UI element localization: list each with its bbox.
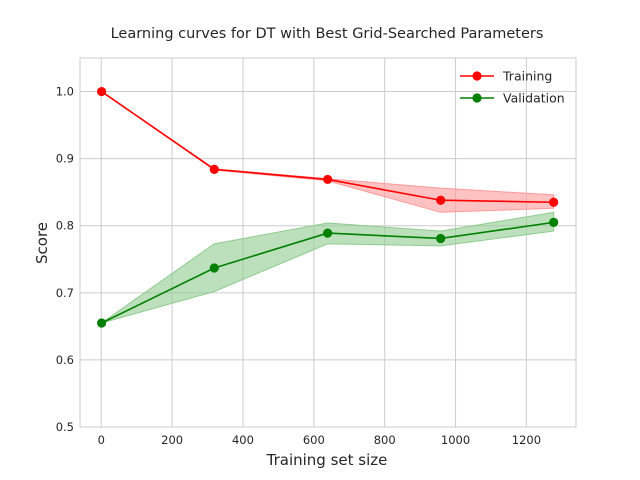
training-point [97,86,107,97]
y-tick-label: 0.8 [56,219,74,233]
x-tick-label: 1200 [512,433,541,447]
training-point [323,174,333,185]
validation-point [323,228,333,238]
validation-point [436,233,446,244]
legend: Training Validation [460,69,565,106]
x-tick-label: 600 [303,433,325,447]
x-tick-label: 1000 [441,433,470,447]
legend-training-label: Training [502,69,552,84]
x-tick-label: 400 [232,433,254,447]
training-point [549,197,559,207]
y-tick-label: 0.5 [56,420,74,434]
y-tick-label: 0.7 [56,286,74,300]
legend-validation-marker [472,93,482,103]
y-axis-label: Score [33,222,51,264]
training-point [209,164,219,174]
x-tick-label: 800 [374,433,396,447]
legend-training-marker [472,71,482,81]
validation-point [549,217,559,227]
x-tick-label: 0 [98,433,105,447]
validation-point [209,263,219,273]
y-tick-labels: 0.5 0.6 0.7 0.8 0.9 1.0 [56,85,74,434]
y-tick-label: 0.9 [56,152,74,166]
x-tick-labels: 0 200 400 600 800 1000 1200 [98,433,541,447]
legend-validation-label: Validation [503,91,565,106]
chart-title: Learning curves for DT with Best Grid-Se… [111,26,544,42]
plot-frame [79,57,577,428]
x-tick-label: 200 [161,433,183,447]
y-tick-label: 0.6 [56,353,74,367]
training-point [436,195,446,205]
x-axis-label: Training set size [266,451,388,469]
validation-point [97,318,107,328]
y-tick-label: 1.0 [56,85,74,99]
series-points [97,86,559,328]
